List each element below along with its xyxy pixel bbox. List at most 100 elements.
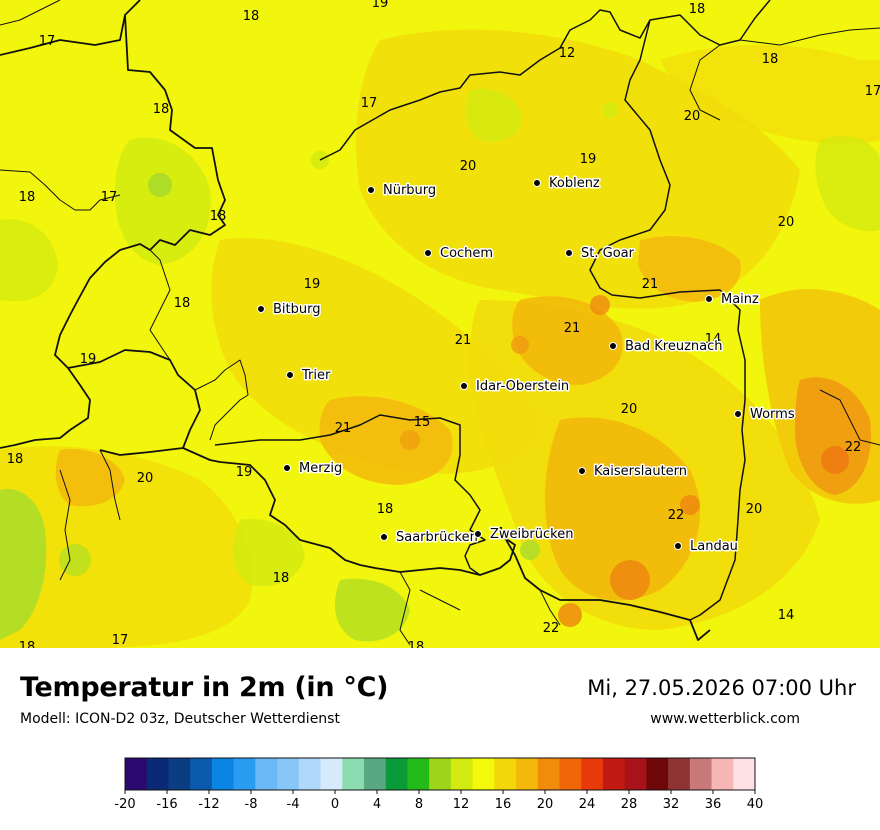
legend-tick-label: 32 [663,797,680,812]
temperature-field [0,29,880,648]
forecast-datetime: Mi, 27.05.2026 07:00 Uhr [587,676,856,700]
city-dot [367,186,375,194]
legend-tick-label: 24 [579,797,596,812]
city-label: Landau [690,539,738,554]
temperature-label: 21 [642,277,659,292]
city-dot [286,371,294,379]
legend-swatch [320,758,343,790]
city-markers: Nürburg Koblenz Cochem St. Goar Mainz Bitburg… [257,175,796,556]
temperature-label: 18 [210,209,227,224]
temperature-label: 20 [621,402,638,417]
legend-tick-label: -8 [245,797,258,812]
legend-tick-label: 16 [495,797,512,812]
legend-swatch [407,758,430,790]
city-dot [474,530,482,538]
temperature-label: 20 [460,159,477,174]
legend-swatch [624,758,647,790]
legend-swatch [537,758,560,790]
temperature-label: 18 [153,102,170,117]
legend-swatch [146,758,169,790]
temperature-label: 20 [746,502,763,517]
temperature-label: 18 [19,640,36,648]
legend-tick-label: 40 [747,797,764,812]
city-label: Kaiserslautern [594,464,687,479]
city-marker: Koblenz [533,175,601,193]
legend-swatch [233,758,256,790]
temperature-label: 20 [778,215,795,230]
legend-swatch [298,758,322,790]
city-dot [565,249,573,257]
city-label: Nürburg [383,183,436,198]
temperature-label: 18 [243,9,260,24]
city-marker: Zweibrücken [474,526,575,544]
border-lines [0,0,880,646]
legend-tick-label: 4 [373,797,381,812]
legend-tick-label: -4 [287,797,300,812]
city-marker: Bad Kreuznach [609,338,724,356]
website-link[interactable]: www.wetterblick.com [650,711,800,727]
city-dot [578,467,586,475]
temperature-label: 20 [137,471,154,486]
city-label: Bad Kreuznach [625,339,723,354]
legend-tick-label: 20 [537,797,554,812]
temperature-label: 21 [489,526,506,541]
legend-swatch [255,758,278,790]
legend-swatch [711,758,734,790]
temperature-label: 18 [408,640,425,648]
temperature-label: 22 [845,440,862,455]
city-marker: Merzig [283,460,344,478]
legend-swatch [602,758,626,790]
temperature-label: 21 [455,333,472,348]
temperature-label: 18 [7,452,24,467]
temperature-label: 17 [865,84,880,99]
legend-tick-label: -16 [156,797,177,812]
legend-swatch [363,758,387,790]
temperature-label: 18 [762,52,779,67]
legend-swatch [494,758,517,790]
state-border [214,0,771,621]
city-marker: Idar-Oberstein [460,378,571,396]
legend-swatch [516,758,539,790]
city-label: Zweibrücken [490,527,573,542]
legend-swatch [429,758,452,790]
city-label: St. Goar [581,246,635,261]
temperature-label: 14 [778,608,795,623]
city-dot [705,295,713,303]
legend-swatches [125,758,756,790]
city-marker: Nürburg [367,182,438,200]
temperature-label: 19 [80,352,97,367]
temperature-label: 15 [414,415,431,430]
city-marker: Bitburg [257,301,322,319]
temperature-label: 17 [361,96,378,111]
city-dot [380,533,388,541]
city-dot [283,464,291,472]
temperature-label: 21 [564,321,581,336]
city-label: Mainz [721,292,759,307]
city-marker: Worms [734,406,796,424]
legend-swatch [689,758,713,790]
legend-swatch [211,758,235,790]
city-label: Cochem [440,246,493,261]
city-label: Saarbrücken [396,530,478,545]
temperature-label: 18 [273,571,290,586]
legend-swatch [581,758,604,790]
legend-swatch [277,758,300,790]
city-marker: Trier [286,367,332,385]
legend-swatch [559,758,582,790]
city-marker: Kaiserslautern [578,463,689,481]
city-label: Bitburg [273,302,321,317]
temperature-map: 18 19 18 17 12 18 17 18 17 20 20 19 18 17 18 20 19 21 18 21… [0,0,880,648]
temperature-label: 14 [705,332,722,347]
temperature-label: 17 [112,633,129,648]
city-dot [533,179,541,187]
temperature-label: 22 [543,621,560,636]
temperature-label: 17 [101,190,118,205]
legend-tick-label: -12 [198,797,219,812]
temperature-label: 20 [684,109,701,124]
temperature-label: 17 [39,34,56,49]
city-marker: Saarbrücken [380,529,479,547]
city-label: Merzig [299,461,342,476]
temperature-labels: 18 19 18 17 12 18 17 18 17 20 20 19 18 17 18 20 19 21 18 21… [7,0,880,648]
temperature-label: 19 [304,277,321,292]
city-dot [609,342,617,350]
